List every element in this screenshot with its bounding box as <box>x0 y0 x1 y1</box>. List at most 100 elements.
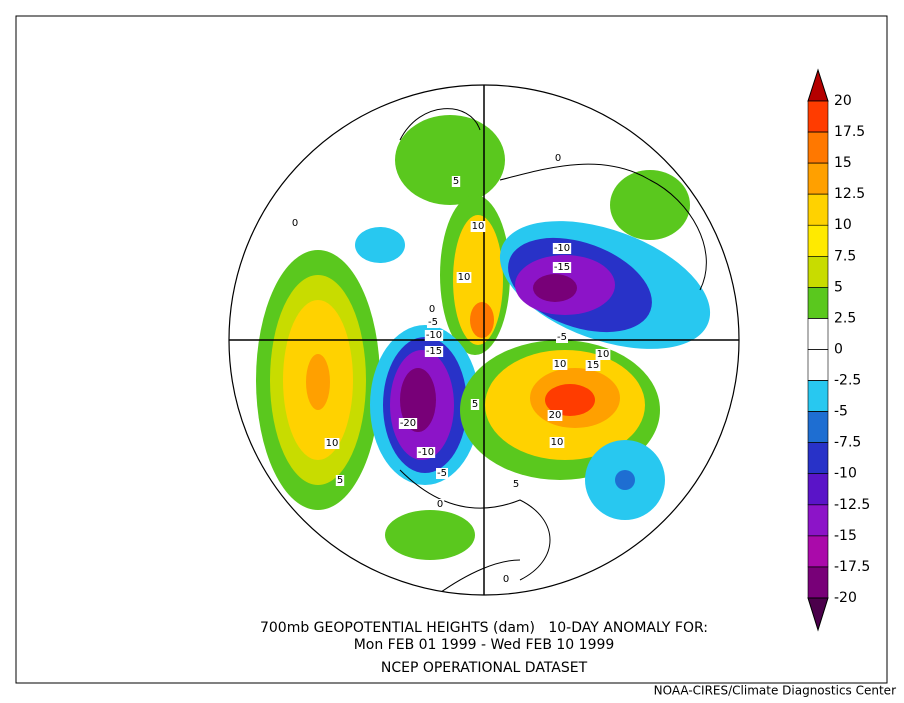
colorbar-arrow <box>807 68 829 102</box>
contour-label: 5 <box>513 479 519 490</box>
contour-label: 5 <box>472 399 478 410</box>
anomaly-area <box>355 227 405 263</box>
contour-label-bg <box>424 346 444 357</box>
colorbar-bin <box>807 473 829 506</box>
contour-label: 5 <box>453 176 459 187</box>
colorbar-label: -15 <box>834 528 857 544</box>
contour-label: -10 <box>554 243 570 254</box>
colorbar-label: -7.5 <box>834 435 861 451</box>
contour-label: 15 <box>587 360 600 371</box>
contour-label-bg <box>435 499 445 510</box>
contour-label: 0 <box>429 304 435 315</box>
contour-label-bg <box>585 360 601 371</box>
caption-line: NCEP OPERATIONAL DATASET <box>381 660 588 676</box>
anomaly-area <box>545 384 595 416</box>
contour-label: -5 <box>437 468 447 479</box>
contour-label: -5 <box>428 317 438 328</box>
contour-label-bg <box>552 359 568 370</box>
colorbar-label: -2.5 <box>834 373 861 389</box>
contour-label-bg <box>549 437 565 448</box>
contour-label-bg <box>595 349 611 360</box>
contour-label: 10 <box>472 221 485 232</box>
colorbar-bin <box>807 255 829 288</box>
anomaly-area <box>306 354 330 410</box>
contour-label: -5 <box>557 332 567 343</box>
contour-label: 0 <box>437 499 443 510</box>
contour-label-bg <box>501 574 511 585</box>
colorbar-label: 5 <box>834 279 843 295</box>
contour-label-bg <box>556 332 568 343</box>
colorbar-label: 7.5 <box>834 248 856 264</box>
map <box>256 108 711 595</box>
colorbar-bin <box>807 349 829 381</box>
colorbar-bin <box>807 566 829 599</box>
colorbar-label: -20 <box>834 590 857 606</box>
contour-label-bg <box>470 221 486 232</box>
contour-label-bg <box>511 479 521 490</box>
anomaly-area <box>615 470 635 490</box>
contour-label-bg <box>335 475 345 486</box>
frame <box>15 15 888 684</box>
colorbar-label: 17.5 <box>834 124 865 140</box>
contour-label-bg <box>470 399 480 410</box>
colorbar-label: -12.5 <box>834 497 870 513</box>
colorbar-label: -17.5 <box>834 559 870 575</box>
contour-label-bg <box>552 262 572 273</box>
contour-label: 10 <box>551 437 564 448</box>
colorbar-bin <box>807 100 829 133</box>
contour-label-bg <box>456 272 472 283</box>
colorbar-bin <box>807 131 829 164</box>
caption-line: Mon FEB 01 1999 - Wed FEB 10 1999 <box>354 637 615 653</box>
colorbar-label: -5 <box>834 404 848 420</box>
anomaly-area <box>533 274 577 302</box>
coastline <box>399 108 707 291</box>
contour-label: -10 <box>426 330 442 341</box>
contour-label-bg <box>324 438 340 449</box>
colorbar-label: 2.5 <box>834 310 856 326</box>
contour-label: 5 <box>337 475 343 486</box>
contour-label: -15 <box>426 346 442 357</box>
colorbar-label: -10 <box>834 466 857 482</box>
anomaly-area <box>395 115 505 205</box>
colorbar-label: 0 <box>834 341 843 357</box>
contour-label-bg <box>290 218 300 229</box>
contour-label: 0 <box>292 218 298 229</box>
contour-label-bg <box>436 468 448 479</box>
contour-label-bg <box>427 317 439 328</box>
contour-label: 10 <box>458 272 471 283</box>
contour-label-bg <box>427 304 437 315</box>
credit: NOAA-CIRES/Climate Diagnostics Center <box>654 684 896 698</box>
anomaly-area <box>400 368 436 432</box>
anomaly-area <box>470 302 494 338</box>
contour-label-bg <box>416 447 436 458</box>
contour-label: 10 <box>326 438 339 449</box>
colorbar-bin <box>807 193 829 226</box>
colorbar-bin <box>807 442 829 475</box>
colorbar-bin <box>807 380 829 412</box>
colorbar-bin <box>807 162 829 195</box>
contour-label: 20 <box>549 410 562 421</box>
colorbar-label: 10 <box>834 217 852 233</box>
colorbar-bin <box>807 224 829 257</box>
contour-label: -10 <box>418 447 434 458</box>
colorbar-bin <box>807 287 829 319</box>
caption-line: 700mb GEOPOTENTIAL HEIGHTS (dam) 10-DAY … <box>260 620 708 636</box>
colorbar-bin <box>807 504 829 537</box>
contour-label: 0 <box>503 574 509 585</box>
contour-label-bg <box>451 176 461 187</box>
contour-label-bg <box>547 410 563 421</box>
colorbar-bin <box>807 411 829 443</box>
colorbar-label: 15 <box>834 155 852 171</box>
colorbar-bin <box>807 535 829 568</box>
colorbar-bin <box>807 318 829 350</box>
contour-label-bg <box>552 243 572 254</box>
contour-label-bg <box>424 330 444 341</box>
colorbar-label: 20 <box>834 93 852 109</box>
colorbar-arrow <box>807 597 829 632</box>
contour-label: -15 <box>554 262 570 273</box>
contour-label: -20 <box>400 418 416 429</box>
colorbar-label: 12.5 <box>834 186 865 202</box>
contour-label: 10 <box>597 349 610 360</box>
anomaly-area <box>385 510 475 560</box>
